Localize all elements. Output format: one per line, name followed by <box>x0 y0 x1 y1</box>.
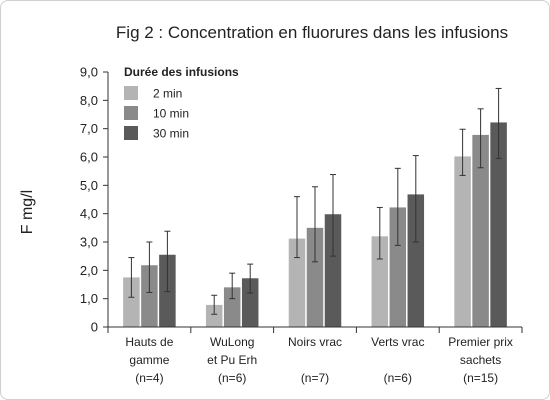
category-label: (n=7) <box>301 371 329 385</box>
bar <box>454 156 471 327</box>
bar <box>241 278 259 327</box>
category-label: Verts vrac <box>371 335 424 349</box>
bar <box>288 238 306 327</box>
category-label: gamme <box>129 353 169 367</box>
category-label: Noirs vrac <box>288 335 342 349</box>
category-label: (n=15) <box>463 371 498 385</box>
y-tick-label: 8,0 <box>80 93 98 108</box>
legend-swatch <box>124 106 138 120</box>
bars <box>123 122 507 327</box>
y-tick-label: 5,0 <box>80 178 98 193</box>
y-axis: 0 1,0 2,0 3,0 4,0 5,0 6,0 7,0 8,0 9,0 <box>80 65 109 335</box>
bar <box>472 134 489 327</box>
bar <box>490 122 507 327</box>
legend-item: 10 min <box>153 107 189 121</box>
category-label: (n=6) <box>218 371 246 385</box>
y-tick-label: 6,0 <box>80 150 98 165</box>
bar <box>324 214 342 327</box>
bar <box>123 277 140 327</box>
y-tick-label: 0 <box>91 320 98 335</box>
legend-box <box>117 60 263 148</box>
bar <box>389 207 407 327</box>
legend-title: Durée des infusions <box>124 65 239 79</box>
legend-item: 30 min <box>153 127 189 141</box>
category-label: WuLong <box>210 335 254 349</box>
bar <box>407 194 425 327</box>
category-label: (n=6) <box>384 371 412 385</box>
y-tick-label: 4,0 <box>80 206 98 221</box>
bar <box>141 265 158 327</box>
y-tick-label: 1,0 <box>80 291 98 306</box>
legend: Durée des infusions 2 min 10 min 30 min <box>117 60 263 148</box>
category-label: sachets <box>460 353 501 367</box>
bar <box>223 287 241 327</box>
y-tick-label: 9,0 <box>80 65 98 80</box>
bar <box>306 227 324 327</box>
x-axis: Hauts de gamme (n=4) WuLong et Pu Erh (n=6) No… <box>107 326 523 385</box>
bar <box>371 236 389 327</box>
y-tick-label: 3,0 <box>80 235 98 250</box>
category-label: et Pu Erh <box>207 353 257 367</box>
category-label: Hauts de <box>125 335 173 349</box>
legend-item: 2 min <box>153 87 182 101</box>
y-tick-label: 2,0 <box>80 263 98 278</box>
y-tick-label: 7,0 <box>80 121 98 136</box>
y-axis-label: F mg/l <box>19 190 36 234</box>
category-label: (n=4) <box>135 371 163 385</box>
chart-title: Fig 2 : Concentration en fluorures dans … <box>116 23 508 42</box>
bar <box>205 304 223 327</box>
category-label: Premier prix <box>448 335 513 349</box>
error-bars <box>128 87 502 315</box>
legend-swatch <box>124 126 138 140</box>
legend-swatch <box>124 86 138 100</box>
